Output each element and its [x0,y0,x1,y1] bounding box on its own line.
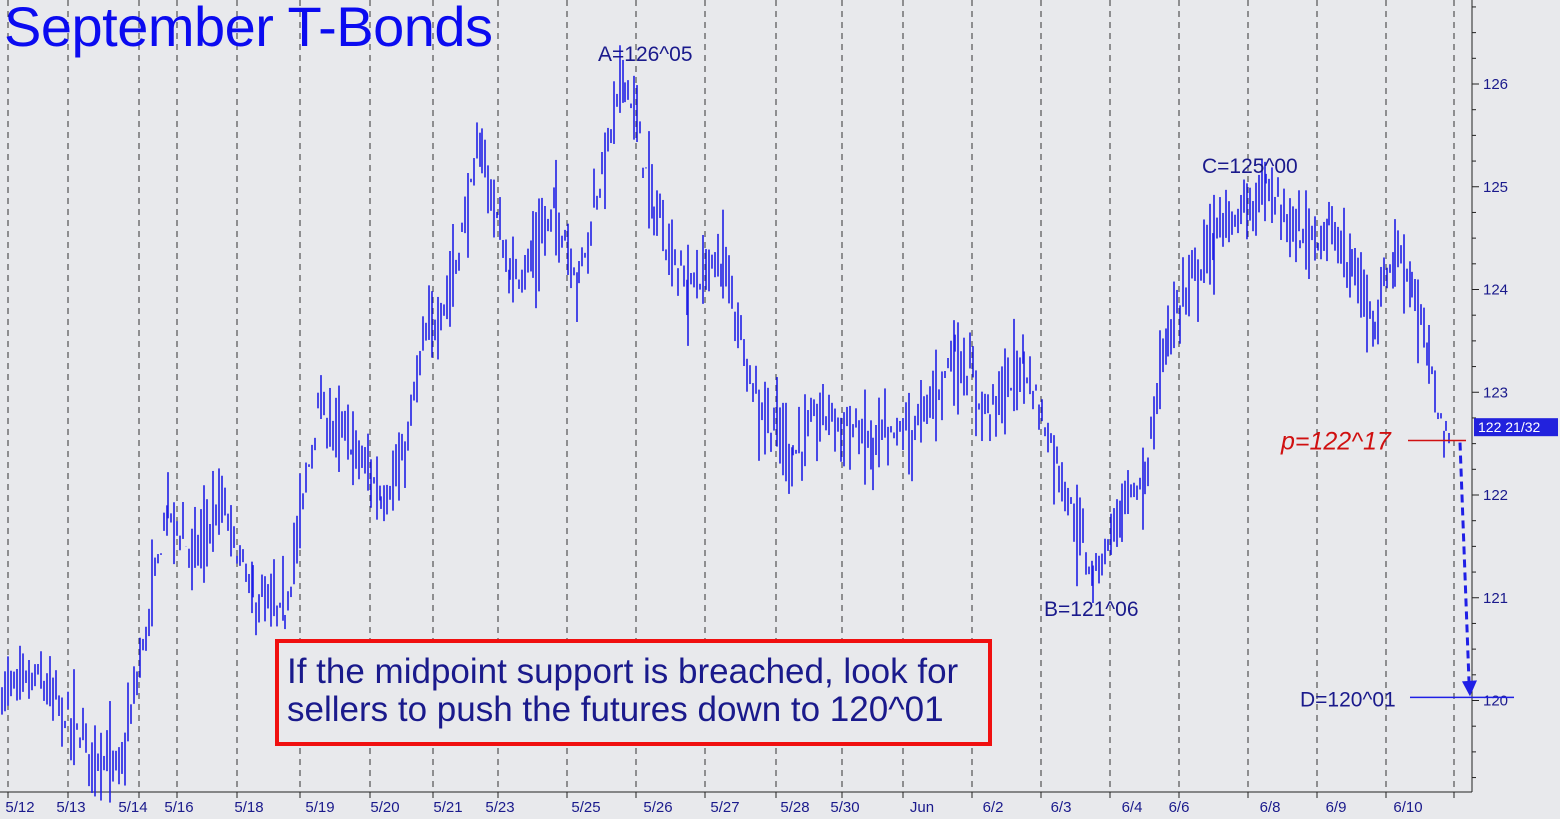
a-peak-label: A=126^05 [598,43,693,66]
forecast-note-box: If the midpoint support is breached, loo… [275,639,992,746]
x-tick-label-21: 6/10 [1393,799,1422,816]
y-tick-label-5: 125 [1483,179,1508,196]
x-tick-label-2: 5/14 [118,799,147,816]
x-tick-label-6: 5/20 [370,799,399,816]
note-line-1: If the midpoint support is breached, loo… [287,652,959,691]
x-tick-label-14: Jun [910,799,934,816]
x-tick-label-18: 6/6 [1169,799,1190,816]
projection-arrow-line [1458,442,1471,682]
p-level-label: p=122^17 [1280,428,1392,456]
last-price-label: 122 21/32 [1478,419,1540,435]
projection-arrow-head [1462,680,1477,697]
x-tick-label-19: 6/8 [1260,799,1281,816]
y-tick-label-4: 124 [1483,282,1508,299]
x-tick-label-5: 5/19 [305,799,334,816]
price-bars [1,45,1450,803]
b-low-label: B=121^06 [1044,598,1139,621]
x-tick-label-15: 6/2 [983,799,1004,816]
x-tick-label-12: 5/28 [780,799,809,816]
x-tick-label-10: 5/26 [643,799,672,816]
x-tick-label-13: 5/30 [830,799,859,816]
x-tick-label-3: 5/16 [164,799,193,816]
x-tick-label-4: 5/18 [234,799,263,816]
chart-title: September T-Bonds [4,0,493,58]
x-tick-label-11: 5/27 [710,799,739,816]
y-tick-label-3: 123 [1483,384,1508,401]
last-price-badge [1474,418,1558,437]
y-tick-label-2: 122 [1483,487,1508,504]
y-tick-label-0: 120 [1483,693,1508,710]
note-line-2: sellers to push the futures down to 120^… [287,690,944,729]
x-tick-label-8: 5/23 [485,799,514,816]
x-tick-label-0: 5/12 [5,799,34,816]
x-tick-label-16: 6/3 [1051,799,1072,816]
x-tick-label-7: 5/21 [433,799,462,816]
d-target-label: D=120^01 [1300,688,1396,711]
c-peak-label: C=125^00 [1202,155,1298,178]
x-tick-label-9: 5/25 [571,799,600,816]
y-tick-label-6: 126 [1483,76,1508,93]
x-tick-label-17: 6/4 [1122,799,1143,816]
x-tick-label-1: 5/13 [56,799,85,816]
x-tick-label-20: 6/9 [1326,799,1347,816]
y-tick-label-1: 121 [1483,590,1508,607]
